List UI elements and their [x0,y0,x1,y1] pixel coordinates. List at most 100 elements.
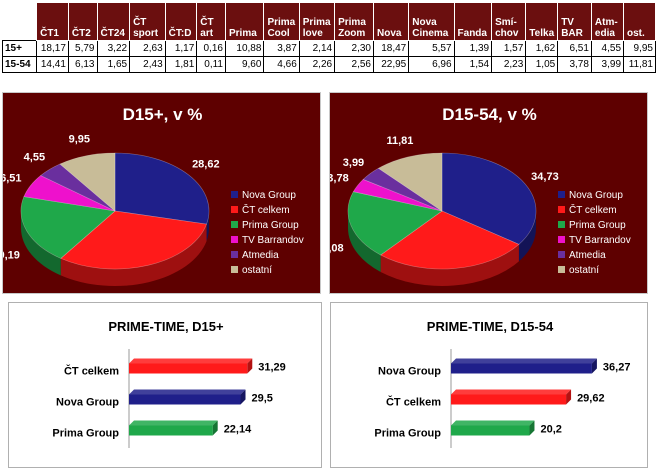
bar-side-face [566,389,572,405]
legend-swatch [231,251,238,258]
row-label: 15+ [1,40,38,57]
table-cell: 11,81 [623,56,656,73]
bar-category-label: Nova Group [378,366,441,378]
column-header: Fanda [453,2,493,41]
table-cell: 2,14 [298,40,336,57]
bar-category-label: Prima Group [374,428,441,440]
table-cell: 1,54 [453,56,493,73]
table-cell: 0,16 [196,40,226,57]
share-table: ČT1 ČT2 ČT24 ČT sport ČT:D ČT art Prima Prima Cool… [1,2,656,73]
bar-chart-d15plus: PRIME-TIME, D15+ ČT celkem 31,29 Nova Group… [52,319,286,448]
column-header-text: Prima [338,17,366,28]
column-header-text: sport [133,28,159,39]
bar-side-face [247,358,253,374]
pie-slice [377,152,443,212]
pie-slice-side [206,211,209,242]
column-header: Nova [372,2,410,41]
column-header-text: Smí- [495,17,517,28]
pie-slice [23,175,116,212]
pie-panel-d15-54: D15-54, v %34,7326,5419,083,783,9911,81N… [329,92,648,294]
table-cell: 2,63 [129,40,166,57]
column-header-text: Nova [412,17,437,28]
column-header: ost. [623,2,656,41]
column-header-text: ČT1 [40,28,59,39]
pie-data-label: 6,51 [3,173,22,185]
legend-label: TV Barrandov [569,235,631,246]
table-cell: 2,26 [298,56,336,73]
column-header: TV BAR [557,2,592,41]
column-header-text: ČT [133,17,147,28]
table-cell: 1,17 [164,40,198,57]
pie-slice [59,152,116,212]
pie-slice [441,152,537,245]
pie-slice [347,191,443,256]
pie-panel-d15plus: D15+, v % 28,62 31,14 19,19 6,514,55 9,95 Nova… [2,92,321,295]
bar-chart-title: PRIME-TIME, D15-54 [427,319,554,334]
table-cell: 1,39 [453,40,493,57]
pie-slice [20,196,116,259]
legend-label: Nova Group [569,190,623,201]
bar [451,363,592,374]
column-header-text: art [200,28,214,39]
legend-label: ostatní [242,265,272,276]
pie-data-label: 3,99 [343,157,364,169]
bar-panel-d15-54: PRIME-TIME, D15-54 Nova Group 36,27 ČT celk… [330,302,648,468]
table-cell: 3,22 [96,40,131,57]
column-header-text: Cinema [412,28,449,39]
bar [451,425,530,436]
column-header-text: ost. [627,28,645,39]
column-header-text: ČT:D [168,28,192,39]
column-header-text: ČT2 [71,28,91,39]
table-cell: 1,57 [491,40,527,57]
legend-label: Prima Group [242,220,299,231]
table-cell: 2,30 [334,40,374,57]
pie-chart-d15plus: D15+, v % 28,62 31,14 19,19 6,514,55 9,95 Nova… [3,105,304,295]
bar-value-label: 36,27 [603,362,631,374]
bar-value-label: 20,2 [540,424,561,436]
table-cell: 4,55 [590,40,625,57]
column-header: Prima love [298,2,336,41]
table-cell: 9,95 [623,40,656,57]
pie-slice [362,167,443,212]
column-header-text: Prima [302,17,331,28]
legend-swatch [231,191,238,198]
bar [451,394,567,405]
column-header-text: Prima [267,17,296,28]
column-header: ČT2 [67,2,98,41]
table-cell: 5,57 [408,40,455,57]
legend-swatch [558,221,565,228]
bar [129,363,248,374]
legend-swatch [231,236,238,243]
column-header-text: Zoom [338,28,366,39]
pie-data-label: 4,55 [24,151,45,163]
column-header-text: Cool [267,28,290,39]
table-cell: 22,95 [372,56,410,73]
legend-label: ČT celkem [569,203,617,216]
column-header: ČT1 [36,2,69,41]
pie-title: D15-54, v % [442,105,537,124]
column-header-text: Prima [229,28,257,39]
column-header: Prima Zoom [334,2,374,41]
table-cell: 9,60 [224,56,265,73]
column-header-text: edia [594,28,615,39]
bar-top-face [129,358,253,364]
pie-data-label: 19,19 [3,249,20,261]
bar-value-label: 31,29 [258,362,286,374]
table-cell: 4,66 [263,56,300,73]
bar-top-face [129,389,246,395]
pie-data-label: 28,62 [192,159,220,171]
table-cell: 1,05 [525,56,559,73]
legend-swatch [558,251,565,258]
pie-data-label: 11,81 [386,135,413,147]
pie-data-label: 19,08 [330,243,344,255]
table-cell: 18,47 [372,40,410,57]
table-cell: 0,11 [196,56,226,73]
legend-label: ostatní [569,265,599,276]
pie-slice [380,210,520,270]
column-header-text: love [302,28,323,39]
pie-data-label: 31,14 [143,294,171,295]
pie-slice-side [380,244,519,286]
bar-value-label: 29,62 [577,393,605,405]
column-header-text: TV [561,17,574,28]
bar-side-face [240,389,246,405]
